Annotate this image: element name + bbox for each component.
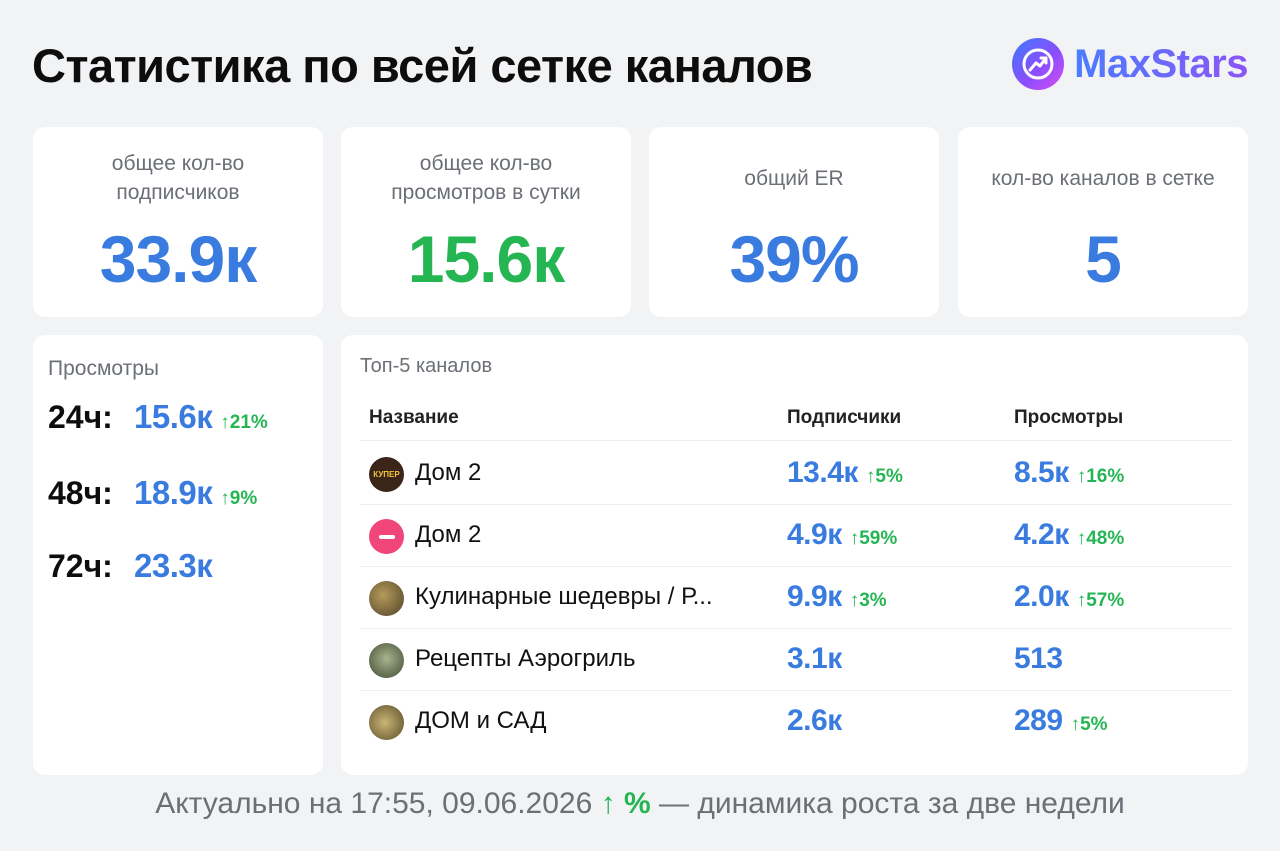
table-row[interactable]: Дом 2 4.9к ↑59% 4.2к ↑48% bbox=[360, 505, 1232, 567]
channel-name: Рецепты Аэрогриль bbox=[415, 645, 636, 672]
subscribers-cell: 3.1к bbox=[787, 642, 850, 676]
table-row[interactable]: КУПЕР Дом 2 13.4к ↑5% 8.5к ↑16% bbox=[360, 443, 1232, 505]
column-header-subscribers: Подписчики bbox=[787, 407, 902, 428]
stat-value: 15.6к bbox=[407, 222, 566, 296]
growth-delta: ↑16% bbox=[1076, 466, 1125, 487]
growth-legend: ↑ % bbox=[600, 787, 651, 820]
stat-label: общий ER bbox=[744, 166, 844, 190]
stat-label: общее кол-во просмотров в сутки bbox=[391, 152, 581, 204]
views-row: 24ч: 15.6к ↑21% bbox=[48, 398, 268, 436]
footer-timestamp: Актуально на 17:55, 09.06.2026 bbox=[155, 787, 593, 820]
channel-name: ДОМ и САД bbox=[415, 707, 547, 734]
growth-delta: ↑57% bbox=[1076, 590, 1125, 611]
views-value: 4.2к bbox=[1014, 518, 1069, 551]
stat-label: кол-во каналов в сетке bbox=[991, 166, 1215, 190]
views-row: 48ч: 18.9к ↑9% bbox=[48, 474, 257, 512]
brand-name: MaxStars bbox=[1074, 41, 1248, 86]
views-period: 48ч: bbox=[48, 475, 113, 511]
table-row[interactable]: ДОМ и САД 2.6к 289 ↑5% bbox=[360, 691, 1232, 753]
views-value: 8.5к bbox=[1014, 456, 1069, 489]
avatar-label: КУПЕР bbox=[373, 470, 400, 479]
channel-avatar bbox=[369, 643, 404, 678]
views-panel-title: Просмотры bbox=[48, 357, 159, 380]
channel-avatar bbox=[369, 581, 404, 616]
views-value: 18.9к bbox=[134, 474, 213, 511]
views-value: 2.0к bbox=[1014, 580, 1069, 613]
growth-delta: ↑9% bbox=[220, 488, 258, 509]
table-header: Название Подписчики Просмотры bbox=[360, 403, 1232, 441]
subscribers-cell: 2.6к bbox=[787, 704, 850, 738]
views-value: 23.3к bbox=[134, 547, 213, 584]
views-period: 24ч: bbox=[48, 399, 113, 435]
chart-arrow-icon bbox=[1012, 38, 1065, 90]
brand-logo-block: MaxStars bbox=[1012, 38, 1248, 90]
stat-card-daily-views: общее кол-во просмотров в сутки 15.6к bbox=[341, 127, 631, 317]
footer-description: — динамика роста за две недели bbox=[659, 787, 1125, 820]
stat-card-er: общий ER 39% bbox=[649, 127, 939, 317]
views-panel: Просмотры 24ч: 15.6к ↑21% 48ч: 18.9к ↑9%… bbox=[33, 335, 323, 775]
growth-delta: ↑3% bbox=[849, 590, 887, 611]
subscribers-value: 9.9к bbox=[787, 580, 842, 613]
views-cell: 513 bbox=[1014, 642, 1071, 676]
subscribers-value: 2.6к bbox=[787, 704, 842, 737]
growth-delta: ↑48% bbox=[1076, 528, 1125, 549]
channel-name: Дом 2 bbox=[415, 459, 482, 486]
channel-avatar bbox=[369, 705, 404, 740]
subscribers-value: 3.1к bbox=[787, 642, 842, 675]
top-channels-title: Топ-5 каналов bbox=[360, 355, 493, 377]
views-period: 72ч: bbox=[48, 548, 113, 584]
page-title: Статистика по всей сетке каналов bbox=[32, 39, 813, 92]
views-value: 289 bbox=[1014, 704, 1063, 737]
views-cell: 2.0к ↑57% bbox=[1014, 580, 1124, 614]
stat-value: 33.9к bbox=[99, 222, 258, 296]
views-value: 15.6к bbox=[134, 398, 213, 435]
subscribers-cell: 13.4к ↑5% bbox=[787, 456, 903, 490]
subscribers-value: 4.9к bbox=[787, 518, 842, 551]
views-value: 513 bbox=[1014, 642, 1063, 675]
avatar-mark bbox=[378, 534, 395, 539]
footer-note: Актуально на 17:55, 09.06.2026 ↑ % — дин… bbox=[0, 787, 1280, 821]
channel-avatar bbox=[369, 519, 404, 554]
growth-delta: ↑5% bbox=[1070, 714, 1108, 735]
column-header-name: Название bbox=[369, 407, 459, 428]
channel-name: Кулинарные шедевры / Р... bbox=[415, 583, 713, 610]
channel-name: Дом 2 bbox=[415, 521, 482, 548]
views-cell: 4.2к ↑48% bbox=[1014, 518, 1124, 552]
views-cell: 8.5к ↑16% bbox=[1014, 456, 1124, 490]
growth-delta: ↑59% bbox=[849, 528, 898, 549]
growth-delta: ↑21% bbox=[220, 412, 268, 433]
stat-value: 39% bbox=[729, 222, 859, 296]
channel-avatar: КУПЕР bbox=[369, 457, 404, 492]
subscribers-value: 13.4к bbox=[787, 456, 858, 489]
views-row: 72ч: 23.3к bbox=[48, 547, 213, 585]
subscribers-cell: 4.9к ↑59% bbox=[787, 518, 897, 552]
table-row[interactable]: Кулинарные шедевры / Р... 9.9к ↑3% 2.0к … bbox=[360, 567, 1232, 629]
table-row[interactable]: Рецепты Аэрогриль 3.1к 513 bbox=[360, 629, 1232, 691]
stat-value: 5 bbox=[1085, 222, 1122, 296]
growth-delta: ↑5% bbox=[865, 466, 903, 487]
stat-card-subscribers: общее кол-во подписчиков 33.9к bbox=[33, 127, 323, 317]
stat-card-channel-count: кол-во каналов в сетке 5 bbox=[958, 127, 1248, 317]
column-header-views: Просмотры bbox=[1014, 407, 1124, 428]
subscribers-cell: 9.9к ↑3% bbox=[787, 580, 887, 614]
views-cell: 289 ↑5% bbox=[1014, 704, 1108, 738]
top-channels-panel: Топ-5 каналов Название Подписчики Просмо… bbox=[341, 335, 1248, 775]
stat-label: общее кол-во подписчиков bbox=[111, 152, 245, 204]
